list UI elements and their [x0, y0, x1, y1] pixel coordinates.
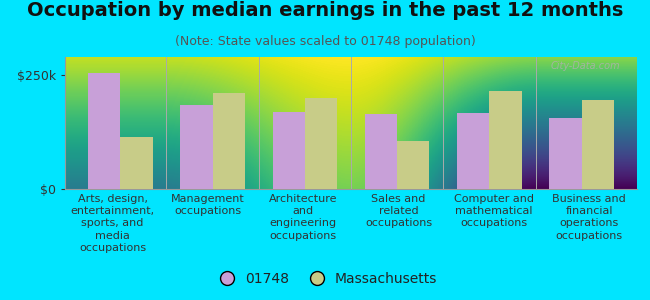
Text: Arts, design,
entertainment,
sports, and
media
occupations: Arts, design, entertainment, sports, and… [71, 194, 155, 253]
Bar [120, 137, 153, 189]
Bar [397, 141, 430, 189]
Text: Architecture
and
engineering
occupations: Architecture and engineering occupations [269, 194, 337, 241]
Legend: 01748, Massachusetts: 01748, Massachusetts [207, 266, 443, 292]
Text: City-Data.com: City-Data.com [550, 61, 620, 71]
Bar [365, 114, 397, 189]
Text: Management
occupations: Management occupations [171, 194, 245, 216]
Text: Computer and
mathematical
occupations: Computer and mathematical occupations [454, 194, 534, 228]
Bar [582, 100, 614, 189]
Text: Occupation by median earnings in the past 12 months: Occupation by median earnings in the pas… [27, 2, 623, 20]
Bar [549, 118, 582, 189]
Text: (Note: State values scaled to 01748 population): (Note: State values scaled to 01748 popu… [175, 34, 475, 47]
Text: Business and
financial
operations
occupations: Business and financial operations occupa… [552, 194, 626, 241]
Bar [489, 91, 522, 189]
Bar [457, 112, 489, 189]
Text: Sales and
related
occupations: Sales and related occupations [365, 194, 432, 228]
Bar [213, 93, 245, 189]
Bar [272, 112, 305, 189]
Bar [180, 105, 213, 189]
Bar [88, 73, 120, 189]
Bar [305, 98, 337, 189]
